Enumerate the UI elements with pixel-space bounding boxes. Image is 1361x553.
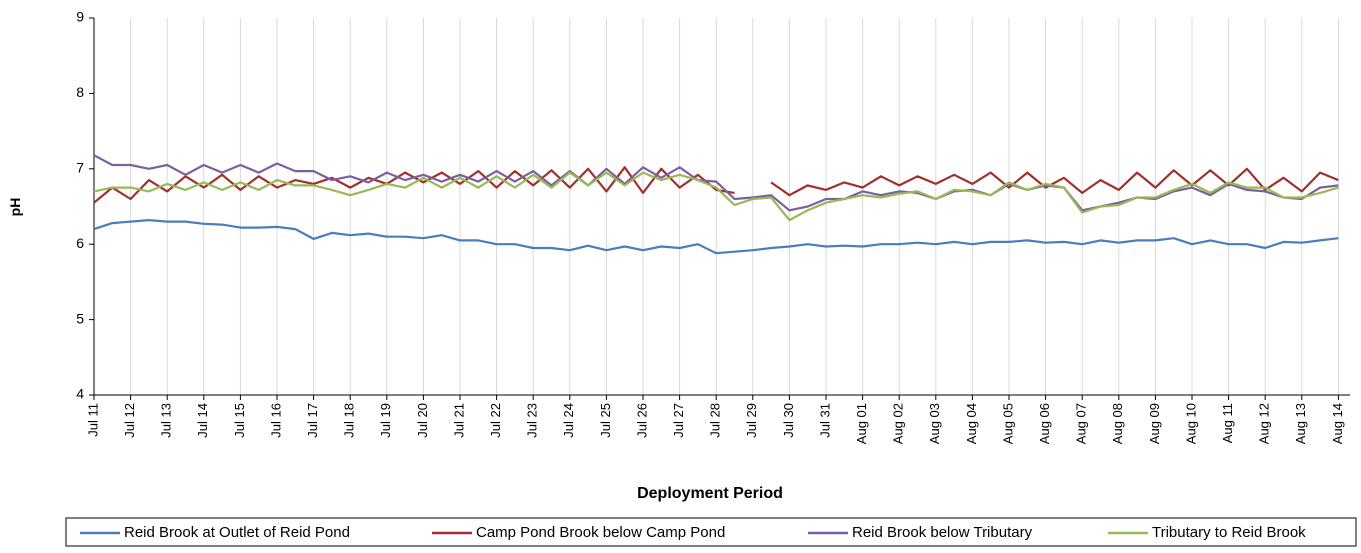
x-tick-label: Aug 14	[1330, 403, 1345, 444]
y-tick-label: 9	[76, 9, 84, 25]
x-tick-label: Aug 09	[1147, 403, 1162, 444]
x-tick-label: Jul 28	[708, 403, 723, 438]
y-tick-label: 6	[76, 235, 84, 251]
y-tick-label: 8	[76, 84, 84, 100]
x-tick-label: Jul 26	[634, 403, 649, 438]
x-tick-label: Jul 24	[561, 403, 576, 438]
x-tick-label: Aug 05	[1000, 403, 1015, 444]
x-tick-label: Jul 18	[342, 403, 357, 438]
x-tick-label: Jul 20	[415, 403, 430, 438]
x-axis-label: Deployment Period	[637, 485, 783, 502]
x-tick-label: Aug 04	[964, 403, 979, 444]
x-tick-label: Jul 19	[378, 403, 393, 438]
x-tick-label: Aug 06	[1037, 403, 1052, 444]
legend-label: Reid Brook at Outlet of Reid Pond	[124, 524, 350, 541]
x-tick-label: Aug 02	[891, 403, 906, 444]
x-tick-label: Jul 13	[159, 403, 174, 438]
data-line	[93, 171, 1339, 222]
x-tick-label: Aug 07	[1074, 403, 1089, 444]
legend-label: Reid Brook below Tributary	[852, 524, 1033, 541]
x-tick-label: Jul 15	[232, 403, 247, 438]
legend-box	[65, 517, 1357, 547]
x-tick-label: Aug 12	[1257, 403, 1272, 444]
y-tick-label: 7	[76, 160, 84, 176]
x-tick-label: Jul 22	[488, 403, 503, 438]
x-tick-label: Jul 30	[781, 403, 796, 438]
y-tick-label: 4	[76, 386, 84, 402]
x-tick-label: Aug 10	[1183, 403, 1198, 444]
x-tick-label: Jul 23	[525, 403, 540, 438]
y-tick-label: 5	[76, 310, 84, 326]
x-tick-label: Jul 21	[451, 403, 466, 438]
x-tick-label: Jul 11	[85, 403, 100, 437]
y-axis-label: pH	[7, 198, 23, 217]
x-tick-label: Aug 08	[1110, 403, 1125, 444]
data-line	[93, 219, 1339, 255]
legend-label: Camp Pond Brook below Camp Pond	[476, 524, 725, 541]
x-tick-label: Jul 29	[744, 403, 759, 438]
x-tick-label: Jul 27	[671, 403, 686, 438]
x-tick-label: Jul 14	[195, 403, 210, 438]
x-tick-label: Jul 17	[305, 403, 320, 438]
x-tick-label: Aug 13	[1293, 403, 1308, 444]
x-tick-label: Jul 31	[817, 403, 832, 438]
x-tick-label: Jul 25	[598, 403, 613, 438]
x-tick-label: Aug 03	[927, 403, 942, 444]
x-tick-label: Aug 11	[1220, 403, 1235, 443]
x-tick-label: Aug 01	[854, 403, 869, 444]
legend-label: Tributary to Reid Brook	[1152, 524, 1306, 541]
x-tick-label: Jul 16	[268, 403, 283, 438]
x-tick-label: Jul 12	[122, 403, 137, 438]
